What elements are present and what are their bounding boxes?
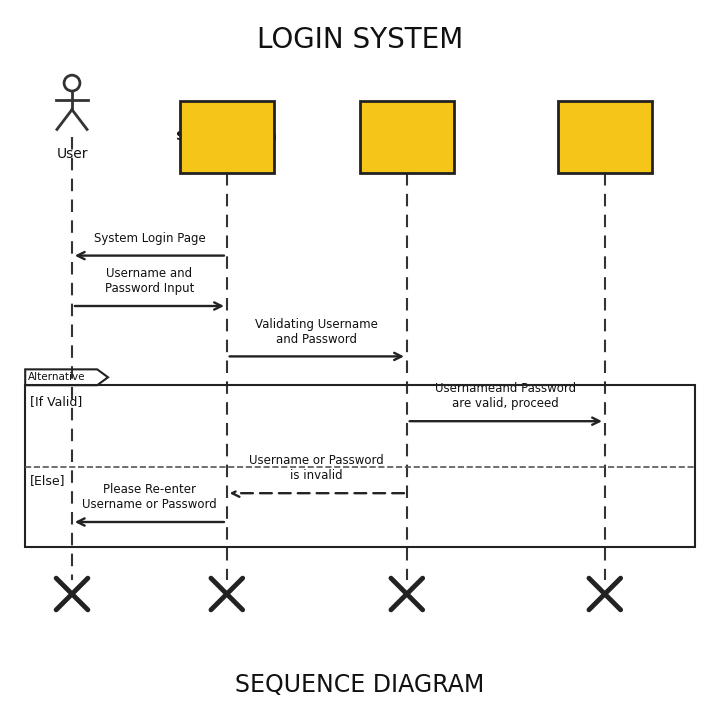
Text: [If Valid]: [If Valid] — [30, 395, 82, 408]
Text: Please Re-enter
Username or Password: Please Re-enter Username or Password — [82, 483, 217, 511]
Text: System Login Page: System Login Page — [94, 232, 205, 245]
Bar — [360, 101, 454, 173]
Text: User
Accounts
Database: User Accounts Database — [372, 114, 442, 159]
Text: User: User — [56, 148, 88, 161]
Text: Alternative: Alternative — [28, 372, 86, 382]
Bar — [558, 101, 652, 173]
Text: [Else]: [Else] — [30, 474, 65, 487]
Text: System Login: System Login — [176, 130, 277, 143]
Text: LOGIN SYSTEM: LOGIN SYSTEM — [257, 26, 463, 53]
Bar — [25, 385, 695, 547]
Text: Username or Password
is invalid: Username or Password is invalid — [249, 454, 384, 482]
Text: Username and
Password Input: Username and Password Input — [104, 267, 194, 295]
Text: SEQUENCE DIAGRAM: SEQUENCE DIAGRAM — [235, 673, 485, 698]
Text: System
Dashboard: System Dashboard — [564, 122, 645, 151]
Text: Validating Username
and Password: Validating Username and Password — [256, 318, 378, 346]
Text: Usernameand Password
are valid, proceed: Usernameand Password are valid, proceed — [435, 382, 577, 410]
Bar — [180, 101, 274, 173]
